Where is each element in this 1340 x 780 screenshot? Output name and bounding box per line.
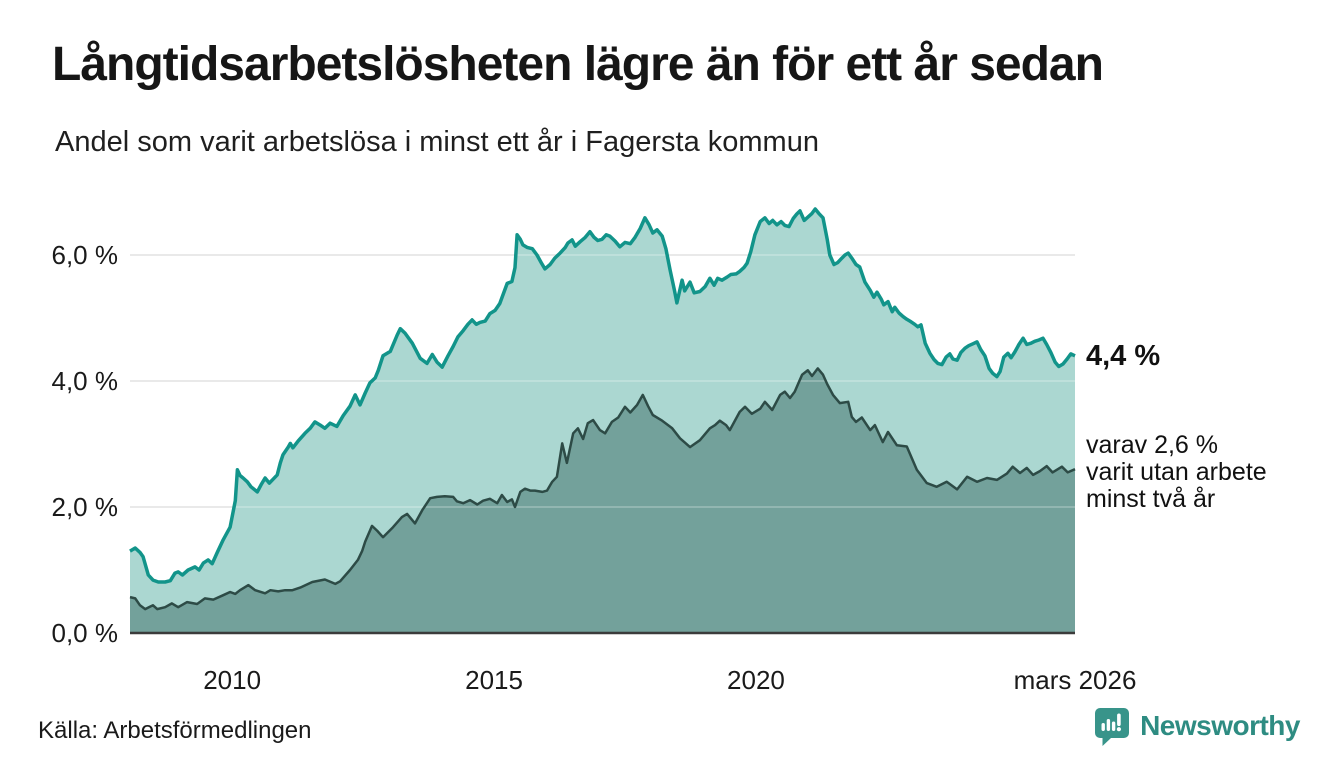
newsworthy-logo-icon: [1093, 706, 1131, 746]
latest-value-label: 4,4 %: [1086, 340, 1161, 372]
x-axis-tick-label: 2010: [203, 665, 262, 695]
y-axis-tick-label: 2,0 %: [51, 492, 119, 522]
newsworthy-wordmark: Newsworthy: [1140, 710, 1300, 741]
x-axis-tick-label: 2015: [465, 665, 523, 695]
y-axis-tick-label: 4,0 %: [51, 366, 119, 396]
two-year-annotation-line: minst två år: [1086, 485, 1216, 513]
x-axis-tick-label: 2020: [727, 665, 785, 695]
two-year-annotation: varav 2,6 % varit utan arbete minst två …: [1086, 432, 1267, 513]
two-year-annotation-line: varit utan arbete: [1086, 458, 1267, 486]
chart-subtitle: Andel som varit arbetslösa i minst ett å…: [55, 126, 819, 158]
y-axis-tick-label: 0,0 %: [51, 618, 119, 648]
two-year-annotation-line: varav 2,6 %: [1086, 431, 1219, 459]
newsworthy-brand: Newsworthy: [1093, 704, 1300, 748]
x-axis-tick-label: mars 2026: [1013, 665, 1137, 695]
page-title: Långtidsarbetslösheten lägre än för ett …: [52, 38, 1104, 91]
y-axis-tick-label: 6,0 %: [51, 240, 119, 270]
source-note: Källa: Arbetsförmedlingen: [38, 717, 312, 744]
